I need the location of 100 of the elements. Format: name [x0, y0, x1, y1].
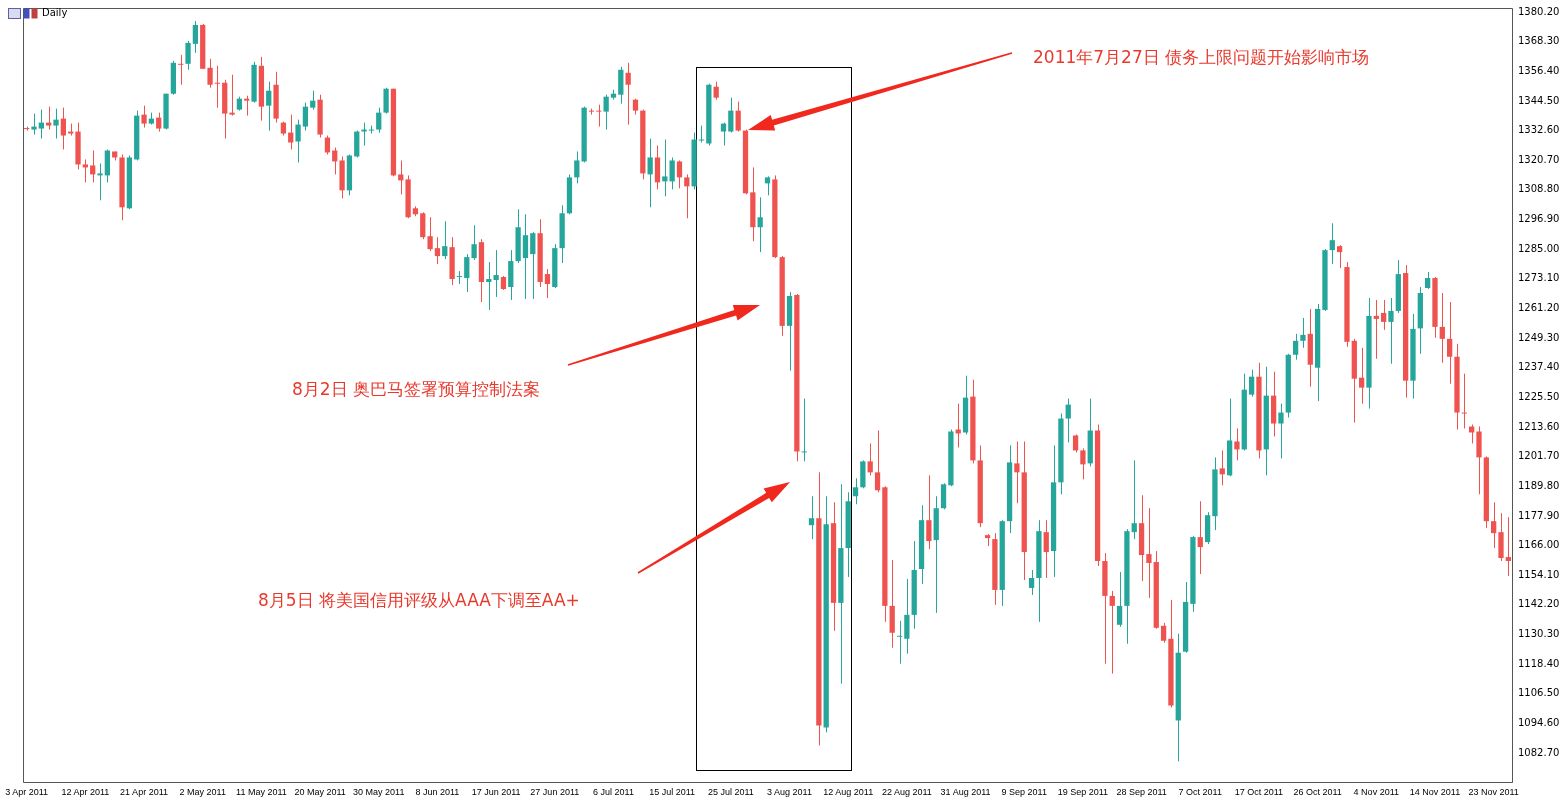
y-tick-label: 1380.20	[1518, 5, 1560, 17]
candlestick	[442, 220, 448, 260]
candlestick	[383, 87, 389, 115]
candlestick	[1080, 447, 1086, 480]
candlestick	[288, 114, 294, 150]
candlestick	[1358, 347, 1365, 405]
x-tick-label: 27 Jun 2011	[530, 786, 580, 797]
candlestick	[486, 261, 492, 311]
annotation: 8月5日 将美国信用评级从AAA下调至AA+	[258, 589, 580, 612]
candlestick	[493, 249, 499, 298]
candlestick	[603, 94, 609, 131]
x-tick-label: 28 Sep 2011	[1116, 786, 1167, 797]
candlestick	[896, 620, 903, 665]
candlestick	[757, 196, 763, 253]
candlestick	[185, 40, 191, 71]
candlestick	[420, 211, 426, 240]
y-tick-label: 1296.90	[1518, 213, 1560, 225]
y-tick-label: 1189.80	[1518, 479, 1560, 491]
candlestick	[1219, 449, 1225, 486]
candlestick	[60, 107, 66, 150]
y-tick-label: 1094.60	[1518, 717, 1560, 729]
candlestick	[1373, 299, 1379, 360]
y-tick-label: 1213.60	[1518, 420, 1560, 432]
candlestick	[156, 112, 162, 133]
candlestick	[97, 162, 103, 201]
annotation: 8月2日 奥巴马签署预算控制法案	[292, 378, 541, 401]
chart-title: Daily	[42, 7, 68, 18]
y-tick-label: 1177.90	[1518, 509, 1560, 521]
x-tick-label: 6 Jul 2011	[593, 786, 634, 797]
candlestick	[1065, 398, 1071, 443]
candlestick	[522, 213, 529, 300]
x-tick-label: 11 May 2011	[236, 786, 287, 797]
annotation: 2011年7月27日 债务上限问题开始影响市场	[1033, 46, 1370, 69]
candlestick	[720, 122, 727, 147]
x-tick-label: 14 Nov 2011	[1409, 786, 1461, 797]
y-tick-label: 1249.30	[1518, 331, 1560, 343]
candlestick	[38, 109, 44, 140]
y-tick-label: 1368.30	[1518, 35, 1560, 47]
candlestick	[647, 138, 653, 208]
candlestick	[1329, 222, 1335, 265]
candlestick	[1131, 459, 1137, 540]
x-tick-label: 2 May 2011	[179, 786, 226, 797]
x-tick-label: 19 Sep 2011	[1057, 786, 1109, 797]
candlestick	[207, 58, 213, 89]
y-tick-label: 1201.70	[1518, 450, 1560, 462]
candlestick	[310, 90, 316, 111]
candlestick	[178, 54, 184, 86]
x-tick-label: 26 Oct 2011	[1293, 786, 1342, 797]
candlestick	[1160, 622, 1167, 644]
x-tick-label: 12 Aug 2011	[823, 786, 874, 797]
candlestick	[82, 158, 89, 183]
x-tick-label: 17 Jun 2011	[471, 786, 521, 797]
y-tick-label: 1130.30	[1518, 628, 1560, 640]
x-tick-label: 3 Apr 2011	[5, 786, 49, 797]
x-tick-label: 31 Aug 2011	[940, 786, 991, 797]
y-tick-label: 1332.60	[1518, 124, 1560, 136]
candlestick	[1234, 428, 1240, 461]
candlestick	[1439, 292, 1445, 364]
x-tick-label: 25 Jul 2011	[707, 786, 754, 797]
candlestick	[31, 113, 37, 136]
candlestick	[669, 156, 675, 190]
candlestick	[1248, 369, 1255, 398]
candlestick	[46, 106, 52, 131]
candlestick	[1461, 373, 1467, 430]
candlestick	[867, 442, 873, 476]
candlestick	[1014, 440, 1020, 504]
y-tick-label: 1166.00	[1518, 539, 1560, 551]
x-tick-label: 3 Aug 2011	[767, 786, 812, 797]
candlestick	[398, 159, 404, 195]
candlestick	[1447, 301, 1453, 385]
candlestick	[464, 253, 470, 293]
x-tick-label: 15 Jul 2011	[649, 786, 696, 797]
x-tick-label: 12 Apr 2011	[61, 786, 110, 797]
candlestick	[141, 105, 147, 129]
y-tick-label: 1225.50	[1518, 390, 1560, 402]
candlestick	[266, 81, 272, 132]
candlestick	[904, 578, 910, 655]
candlestick	[361, 122, 367, 147]
candlestick	[801, 398, 807, 462]
x-tick-label: 7 Oct 2011	[1178, 786, 1222, 797]
candlestick	[1388, 297, 1394, 365]
y-tick-label: 1308.80	[1518, 183, 1560, 195]
candlestick	[295, 119, 301, 163]
candlestick	[544, 268, 551, 299]
x-tick-label: 22 Aug 2011	[881, 786, 932, 797]
x-tick-label: 23 Nov 2011	[1468, 786, 1519, 797]
candlestick	[53, 108, 59, 140]
y-tick-label: 1344.50	[1518, 94, 1560, 106]
candlestick	[735, 101, 741, 133]
candlestick	[90, 149, 96, 183]
y-tick-label: 1285.00	[1518, 242, 1560, 254]
candlestick	[625, 62, 631, 126]
y-tick-label: 1261.20	[1518, 302, 1560, 314]
y-tick-label: 1142.20	[1518, 598, 1560, 610]
candlestick	[1109, 590, 1115, 675]
candlestick	[332, 147, 338, 175]
x-tick-label: 20 May 2011	[294, 786, 346, 797]
candlestick	[808, 495, 815, 540]
candlestick	[1197, 500, 1203, 575]
x-tick-label: 30 May 2011	[353, 786, 405, 797]
